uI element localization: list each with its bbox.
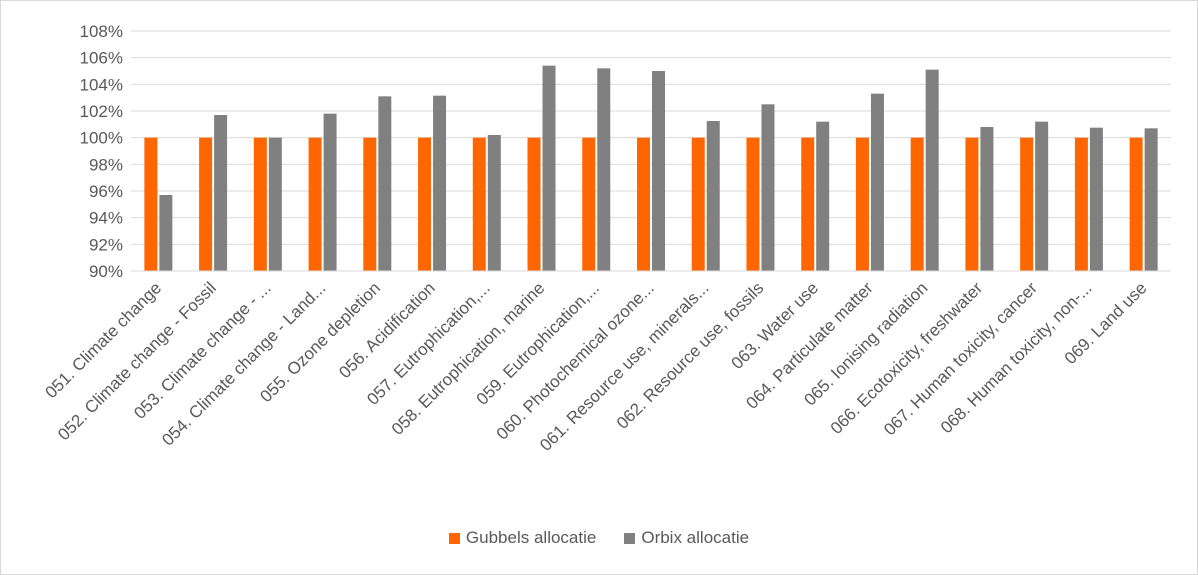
bar-orbix <box>652 71 665 271</box>
legend: Gubbels allocatie Orbix allocatie <box>0 528 1198 548</box>
bar-orbix <box>816 121 830 272</box>
y-tick-label: 92% <box>89 235 123 254</box>
y-tick-label: 96% <box>89 182 123 201</box>
y-tick-label: 104% <box>80 75 123 94</box>
y-tick-label: 102% <box>80 102 123 121</box>
bar-gubbels <box>199 137 213 271</box>
bars <box>144 65 1158 272</box>
bar-gubbels <box>965 137 979 271</box>
legend-item: Orbix allocatie <box>624 528 749 548</box>
bar-gubbels <box>527 137 541 271</box>
bar-gubbels <box>144 137 158 271</box>
bar-orbix <box>159 195 173 271</box>
bar-gubbels <box>363 137 377 271</box>
y-axis-ticks: 90% 92% 94% 96% 98% 100% 102% 104% 106% 108% <box>80 22 123 281</box>
x-category-label: 056. Acidification <box>335 278 439 382</box>
bar-orbix <box>1035 121 1049 272</box>
bar-orbix <box>214 115 228 271</box>
y-tick-label: 94% <box>89 209 123 228</box>
bar-gubbels <box>1020 137 1034 271</box>
legend-swatch <box>624 532 636 544</box>
bar-gubbels <box>582 137 596 271</box>
gridlines <box>131 30 1171 245</box>
bar-orbix <box>1144 128 1158 271</box>
bar-orbix <box>761 104 775 271</box>
bar-orbix <box>980 127 994 271</box>
bar-orbix <box>1089 127 1103 272</box>
bar-gubbels <box>253 137 267 271</box>
y-tick-label: 100% <box>80 129 123 148</box>
bar-orbix <box>925 69 939 272</box>
bar-orbix <box>268 137 282 271</box>
bar-orbix <box>597 68 611 271</box>
y-tick-label: 108% <box>80 22 123 41</box>
y-tick-label: 106% <box>80 49 123 68</box>
bar-orbix <box>487 135 501 271</box>
bar-gubbels <box>746 137 760 271</box>
legend-item: Gubbels allocatie <box>448 528 597 548</box>
bar-gubbels <box>637 137 650 271</box>
legend-label: Orbix allocatie <box>641 528 750 547</box>
bar-orbix <box>378 96 392 271</box>
bar-gubbels <box>855 137 869 271</box>
bar-gubbels <box>472 137 486 271</box>
bar-gubbels <box>1129 137 1143 271</box>
bar-orbix <box>706 121 720 271</box>
bar-gubbels <box>308 137 322 271</box>
bar-gubbels <box>1074 137 1088 271</box>
y-tick-label: 98% <box>89 155 123 174</box>
bar-orbix <box>323 113 337 272</box>
bar-orbix <box>542 65 556 272</box>
bar-gubbels <box>691 137 705 271</box>
legend-swatch <box>448 532 460 544</box>
bar-orbix <box>870 93 884 272</box>
legend-label: Gubbels allocatie <box>465 528 597 547</box>
y-tick-label: 90% <box>89 262 123 281</box>
bar-gubbels <box>418 137 432 271</box>
bar-gubbels <box>910 137 924 271</box>
bar-orbix <box>433 95 447 272</box>
bar-gubbels <box>801 137 815 271</box>
